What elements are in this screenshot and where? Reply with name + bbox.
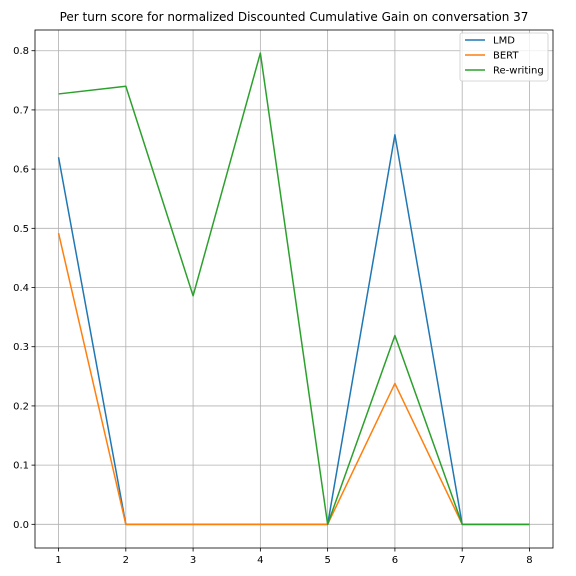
legend-box	[459, 32, 549, 82]
x-tick-label: 5	[324, 555, 330, 566]
series-lines	[57, 52, 530, 526]
y-tick-label: 0.4	[13, 283, 29, 294]
series-line-bert	[57, 232, 530, 526]
y-tick-label: 0.3	[13, 342, 29, 353]
x-tick-label: 8	[526, 555, 532, 566]
x-tick-label: 4	[257, 555, 263, 566]
plot-frame	[34, 29, 554, 549]
y-tick-label: 0.2	[13, 401, 29, 412]
y-tick-label: 0.0	[13, 520, 29, 531]
chart-title: Per turn score for normalized Discounted…	[60, 10, 529, 24]
y-tick-label: 0.7	[13, 105, 29, 116]
x-tick-label: 1	[55, 555, 61, 566]
x-tick-label: 3	[190, 555, 196, 566]
y-tick-label: 0.6	[13, 165, 29, 176]
legend-label: Re-writing	[493, 66, 544, 77]
y-tick-label: 0.8	[13, 46, 29, 57]
series-line-lmd	[57, 134, 530, 526]
y-tick-label: 0.5	[13, 224, 29, 235]
x-tick-label: 7	[459, 555, 465, 566]
y-tick-label: 0.1	[13, 461, 29, 472]
x-tick-label: 6	[392, 555, 398, 566]
x-tick-label: 2	[123, 555, 129, 566]
legend-label: LMD	[493, 36, 515, 47]
axis-ticks: 1 2 3 4 5 6 7 8 0.0 0.1 0.2 0.3 0.4 0.5 0.6 0.7 0.8	[13, 46, 533, 566]
legend-label: BERT	[493, 51, 519, 62]
legend: LMD BERT Re-writing	[459, 32, 549, 82]
series-line-re-writing	[58, 52, 530, 526]
